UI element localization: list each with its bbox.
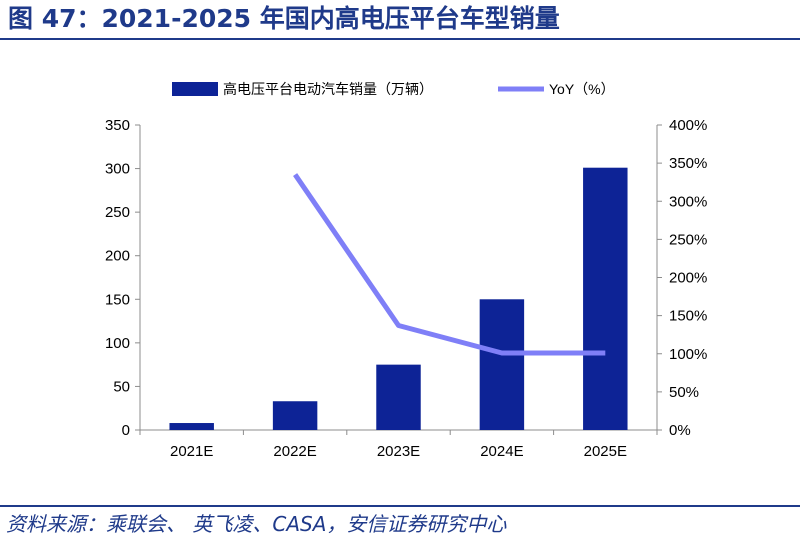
yoy-series bbox=[293, 173, 606, 356]
yoy-line bbox=[293, 173, 606, 356]
y-tick-label: 300 bbox=[105, 161, 130, 178]
x-tick-label: 2021E bbox=[170, 443, 213, 460]
y-tick-label: 350 bbox=[105, 117, 130, 134]
y-tick-label: 200 bbox=[105, 248, 130, 265]
source-note: 资料来源：乘联会、 英飞凌、CASA，安信证券研究中心 bbox=[6, 512, 507, 536]
axes: 0 50 100 150 200 250 300 350 0% 50% 100% 150% 200% 25… bbox=[105, 117, 707, 460]
y2-tick-label: 0% bbox=[669, 422, 691, 439]
y-tick-label: 150 bbox=[105, 291, 130, 308]
y2-tick-label: 50% bbox=[669, 384, 699, 401]
y-tick-label: 250 bbox=[105, 204, 130, 221]
y-tick-label: 100 bbox=[105, 335, 130, 352]
legend-line-label: YoY（%） bbox=[549, 81, 615, 97]
sales-bar bbox=[272, 401, 318, 430]
y2-tick-label: 150% bbox=[669, 308, 707, 325]
x-tick-label: 2024E bbox=[480, 443, 523, 460]
sales-bar bbox=[583, 167, 628, 430]
bar-series bbox=[169, 167, 628, 430]
sales-bar bbox=[479, 299, 525, 430]
y2-tick-label: 250% bbox=[669, 231, 707, 248]
y2-tick-label: 300% bbox=[669, 193, 707, 210]
figure-title: 图 47：2021-2025 年国内高电压平台车型销量 bbox=[8, 4, 560, 33]
y2-tick-label: 200% bbox=[669, 270, 707, 287]
x-tick-label: 2023E bbox=[377, 443, 420, 460]
x-tick-label: 2025E bbox=[584, 443, 627, 460]
y-tick-label: 50 bbox=[113, 378, 130, 395]
y-tick-label: 0 bbox=[122, 422, 130, 439]
chart: 高电压平台电动汽车销量（万辆） YoY（%） 0 50 100 150 200 250 30… bbox=[105, 81, 707, 460]
source-divider bbox=[0, 505, 800, 507]
sales-bar bbox=[376, 364, 421, 430]
sales-bar bbox=[169, 423, 214, 430]
title-divider bbox=[0, 38, 800, 40]
legend-bar-label: 高电压平台电动汽车销量（万辆） bbox=[223, 81, 433, 97]
x-tick-label: 2022E bbox=[273, 443, 316, 460]
legend-bar-swatch bbox=[172, 82, 218, 96]
y2-tick-label: 350% bbox=[669, 155, 707, 172]
y2-tick-label: 400% bbox=[669, 117, 707, 134]
legend: 高电压平台电动汽车销量（万辆） YoY（%） bbox=[172, 81, 615, 97]
y2-tick-label: 100% bbox=[669, 346, 707, 363]
